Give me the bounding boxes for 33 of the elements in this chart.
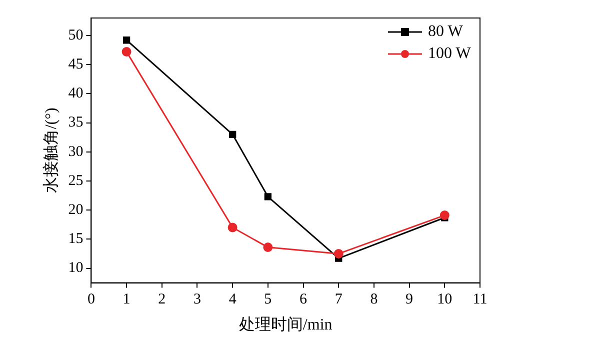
x-tick-label: 5	[264, 292, 272, 308]
point	[228, 222, 238, 232]
point	[334, 248, 344, 258]
y-tick-label: 40	[68, 86, 84, 102]
y-tick-label: 35	[68, 114, 84, 131]
x-tick-label: 7	[334, 292, 343, 308]
x-tick-label: 11	[472, 292, 488, 308]
point	[122, 47, 132, 57]
x-tick-label: 2	[158, 292, 166, 308]
y-tick-label: 50	[68, 27, 84, 44]
x-tick-label: 3	[193, 292, 201, 308]
y-tick-label: 45	[68, 56, 84, 72]
x-tick-label: 0	[87, 292, 95, 308]
legend-label: 80 W	[428, 23, 464, 40]
point	[264, 193, 272, 200]
x-tick-label: 9	[406, 292, 414, 308]
y-axis-title: 水接触角/(°)	[42, 108, 60, 194]
point	[263, 242, 273, 252]
legend-label: 100 W	[428, 45, 472, 62]
x-tick-label: 10	[437, 292, 452, 308]
y-tick-label: 10	[68, 260, 84, 276]
y-tick-label: 25	[68, 172, 84, 189]
y-tick-label: 30	[68, 144, 84, 160]
x-tick-label: 4	[228, 292, 237, 308]
point	[229, 130, 236, 138]
point	[122, 36, 130, 44]
x-tick-label: 1	[122, 292, 130, 308]
x-tick-label: 6	[300, 292, 308, 308]
point	[440, 210, 450, 220]
y-tick-label: 20	[68, 202, 84, 218]
x-axis-title: 处理时间/min	[238, 316, 332, 334]
y-tick-label: 15	[68, 231, 84, 248]
x-tick-label: 8	[370, 292, 378, 308]
